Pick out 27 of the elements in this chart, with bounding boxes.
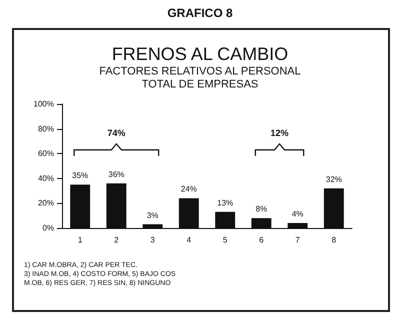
data-label: 32% [326, 174, 342, 184]
y-tick-label: 0% [42, 224, 54, 232]
y-tick-label: 20% [38, 198, 54, 208]
x-tick-label: 6 [259, 236, 264, 244]
data-label: 8% [256, 204, 268, 214]
x-tick-label: 2 [114, 236, 120, 244]
text: GRAFICO 8 [167, 6, 233, 20]
x-tick-label: 1 [78, 236, 83, 244]
data-label: 35% [72, 171, 88, 180]
y-tick-label: 100% [34, 100, 54, 108]
annotation: 74% [107, 128, 126, 138]
chart-title: FRENOS AL CAMBIO [112, 44, 288, 64]
y-tick-label: 60% [38, 149, 54, 158]
chart-subtitle: FACTORES RELATIVOS AL PERSONAL TOTAL DE EMPRESAS [99, 66, 301, 90]
annotation: 12% [270, 128, 289, 138]
y-tick-label: 80% [38, 124, 54, 134]
data-label: 13% [217, 198, 234, 208]
data-label: 36% [108, 170, 124, 179]
x-tick-label: 4 [186, 236, 192, 244]
data-label: 4% [292, 210, 304, 219]
y-tick-label: 40% [38, 174, 54, 183]
x-tick-label: 8 [332, 236, 337, 244]
data-label: 3% [146, 210, 158, 220]
data-label: 24% [180, 184, 197, 194]
x-tick-label: 3 [150, 236, 156, 244]
x-tick-label: 5 [222, 236, 228, 244]
x-tick-label: 7 [295, 236, 300, 244]
